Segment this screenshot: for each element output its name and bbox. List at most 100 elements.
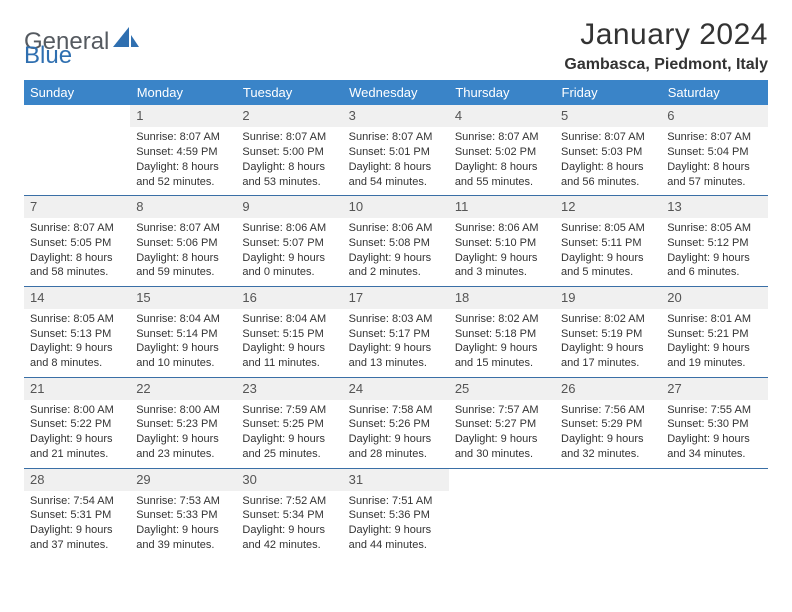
sunrise-text: Sunrise: 8:07 AM [455,130,549,145]
day-cell: Sunrise: 8:00 AMSunset: 5:23 PMDaylight:… [130,400,236,469]
day-cell [449,491,555,559]
day-number: 9 [236,196,342,218]
sunset-text: Sunset: 5:33 PM [136,508,230,523]
daylight-text: and 2 minutes. [349,265,443,280]
day-cell: Sunrise: 8:07 AMSunset: 4:59 PMDaylight:… [130,127,236,196]
day-number: 23 [236,378,342,400]
day-number [449,469,555,491]
day-number [555,469,661,491]
day-content-row: Sunrise: 8:07 AMSunset: 5:05 PMDaylight:… [24,218,768,287]
month-title: January 2024 [564,18,768,52]
sunset-text: Sunset: 5:27 PM [455,417,549,432]
sunrise-text: Sunrise: 7:57 AM [455,403,549,418]
sunset-text: Sunset: 5:10 PM [455,236,549,251]
logo-sail-icon [113,26,139,53]
sunset-text: Sunset: 5:06 PM [136,236,230,251]
sunset-text: Sunset: 5:26 PM [349,417,443,432]
daylight-text: and 17 minutes. [561,356,655,371]
day-number: 2 [236,105,342,127]
day-cell: Sunrise: 7:59 AMSunset: 5:25 PMDaylight:… [236,400,342,469]
day-number-row: 21222324252627 [24,378,768,400]
sunset-text: Sunset: 5:22 PM [30,417,124,432]
sunset-text: Sunset: 5:11 PM [561,236,655,251]
daylight-text: and 52 minutes. [136,175,230,190]
day-number: 30 [236,469,342,491]
day-cell [24,127,130,196]
day-number: 8 [130,196,236,218]
sunset-text: Sunset: 5:31 PM [30,508,124,523]
sunset-text: Sunset: 5:29 PM [561,417,655,432]
daylight-text: and 28 minutes. [349,447,443,462]
daylight-text: Daylight: 9 hours [242,432,336,447]
daylight-text: and 32 minutes. [561,447,655,462]
daylight-text: and 6 minutes. [667,265,761,280]
day-cell: Sunrise: 7:53 AMSunset: 5:33 PMDaylight:… [130,491,236,559]
sunrise-text: Sunrise: 8:04 AM [136,312,230,327]
sunset-text: Sunset: 5:12 PM [667,236,761,251]
sunset-text: Sunset: 5:02 PM [455,145,549,160]
day-cell: Sunrise: 8:07 AMSunset: 5:04 PMDaylight:… [661,127,767,196]
sunrise-text: Sunrise: 8:07 AM [561,130,655,145]
day-number: 27 [661,378,767,400]
sunrise-text: Sunrise: 8:05 AM [561,221,655,236]
day-cell: Sunrise: 8:04 AMSunset: 5:14 PMDaylight:… [130,309,236,378]
day-number: 3 [343,105,449,127]
sunrise-text: Sunrise: 8:07 AM [136,130,230,145]
daylight-text: Daylight: 8 hours [30,251,124,266]
sunset-text: Sunset: 5:17 PM [349,327,443,342]
sunset-text: Sunset: 5:30 PM [667,417,761,432]
sunrise-text: Sunrise: 7:52 AM [242,494,336,509]
day-content-row: Sunrise: 8:07 AMSunset: 4:59 PMDaylight:… [24,127,768,196]
day-cell: Sunrise: 8:07 AMSunset: 5:06 PMDaylight:… [130,218,236,287]
daylight-text: Daylight: 9 hours [30,432,124,447]
day-cell [661,491,767,559]
daylight-text: and 39 minutes. [136,538,230,553]
daylight-text: and 37 minutes. [30,538,124,553]
sunrise-text: Sunrise: 8:07 AM [30,221,124,236]
day-cell: Sunrise: 8:07 AMSunset: 5:00 PMDaylight:… [236,127,342,196]
day-cell: Sunrise: 8:03 AMSunset: 5:17 PMDaylight:… [343,309,449,378]
day-number: 14 [24,287,130,309]
daylight-text: Daylight: 9 hours [30,341,124,356]
sunrise-text: Sunrise: 8:06 AM [455,221,549,236]
sunset-text: Sunset: 5:23 PM [136,417,230,432]
day-number: 28 [24,469,130,491]
sunrise-text: Sunrise: 7:51 AM [349,494,443,509]
daylight-text: Daylight: 9 hours [349,523,443,538]
sunset-text: Sunset: 5:15 PM [242,327,336,342]
sunrise-text: Sunrise: 8:02 AM [455,312,549,327]
sunset-text: Sunset: 5:18 PM [455,327,549,342]
day-number: 25 [449,378,555,400]
sunset-text: Sunset: 5:00 PM [242,145,336,160]
daylight-text: Daylight: 9 hours [667,341,761,356]
day-number-row: 78910111213 [24,196,768,218]
daylight-text: and 15 minutes. [455,356,549,371]
daylight-text: Daylight: 9 hours [455,432,549,447]
day-number: 22 [130,378,236,400]
weekday-header: Tuesday [236,80,342,105]
daylight-text: Daylight: 8 hours [136,251,230,266]
day-number-row: 28293031 [24,469,768,491]
daylight-text: and 57 minutes. [667,175,761,190]
daylight-text: and 44 minutes. [349,538,443,553]
sunrise-text: Sunrise: 8:05 AM [30,312,124,327]
day-cell: Sunrise: 8:01 AMSunset: 5:21 PMDaylight:… [661,309,767,378]
day-number: 15 [130,287,236,309]
day-number: 31 [343,469,449,491]
location-label: Gambasca, Piedmont, Italy [564,56,768,74]
daylight-text: Daylight: 9 hours [561,432,655,447]
day-cell: Sunrise: 8:07 AMSunset: 5:05 PMDaylight:… [24,218,130,287]
sunset-text: Sunset: 5:13 PM [30,327,124,342]
day-number: 13 [661,196,767,218]
day-number: 6 [661,105,767,127]
sunrise-text: Sunrise: 8:07 AM [667,130,761,145]
sunset-text: Sunset: 5:34 PM [242,508,336,523]
sunrise-text: Sunrise: 7:56 AM [561,403,655,418]
day-number: 16 [236,287,342,309]
daylight-text: and 59 minutes. [136,265,230,280]
sunset-text: Sunset: 5:25 PM [242,417,336,432]
daylight-text: Daylight: 9 hours [136,341,230,356]
sunrise-text: Sunrise: 8:07 AM [349,130,443,145]
sunrise-text: Sunrise: 8:01 AM [667,312,761,327]
day-cell: Sunrise: 8:05 AMSunset: 5:13 PMDaylight:… [24,309,130,378]
